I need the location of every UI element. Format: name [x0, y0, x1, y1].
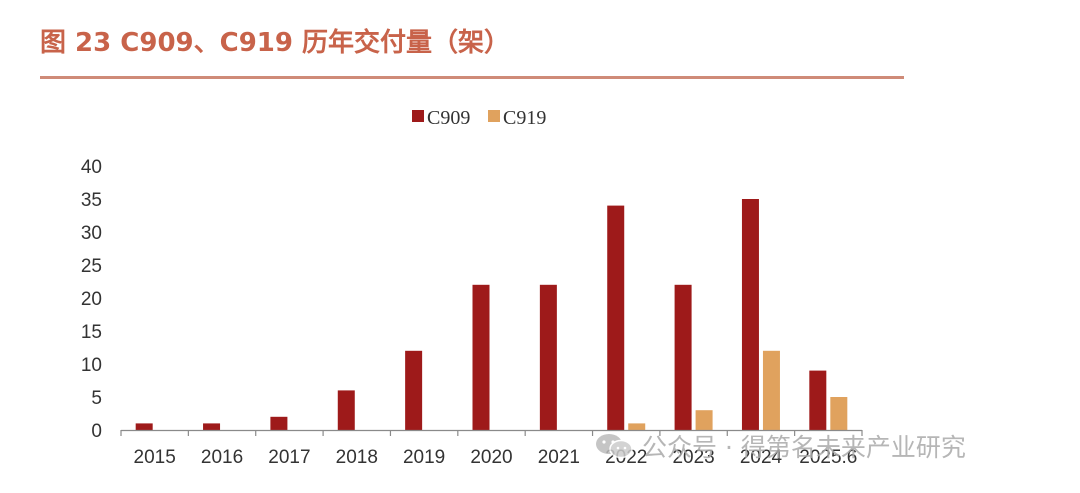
- chart-legend: C909 C919: [412, 107, 546, 129]
- bar-c909-2017: [270, 416, 288, 430]
- bar-c909-2015: [135, 423, 153, 430]
- wechat-icon: [596, 434, 633, 459]
- y-tick-label: 0: [91, 421, 102, 442]
- bar-c919-2025.6: [830, 397, 848, 430]
- legend-swatch-c909: [412, 110, 424, 122]
- watermark: 公众号 · 得第名未来产业研究: [594, 428, 966, 464]
- bar-c909-2016: [203, 423, 221, 430]
- bar-c909-2019: [405, 350, 423, 430]
- x-tick-label: 2018: [336, 447, 378, 468]
- bar-c909-2023: [674, 284, 692, 430]
- y-tick-label: 10: [81, 355, 102, 376]
- watermark-text: 公众号 · 得第名未来产业研究: [642, 433, 966, 462]
- x-tick-label: 2015: [134, 447, 176, 468]
- x-tick-label: 2019: [403, 447, 445, 468]
- bar-c909-2021: [539, 284, 557, 430]
- bar-c909-2024: [741, 199, 759, 430]
- y-tick-label: 30: [81, 223, 102, 244]
- x-tick-label: 2023: [672, 447, 714, 468]
- bar-c919-2023: [695, 410, 713, 430]
- bar-c909-2025.6: [809, 370, 827, 430]
- legend-label-c919: C919: [503, 107, 546, 129]
- y-tick-label: 5: [91, 388, 102, 409]
- x-tick-label: 2017: [268, 447, 310, 468]
- x-tick-label: 2025.6: [799, 447, 857, 468]
- chart-title: 图 23 C909、C919 历年交付量（架）: [40, 28, 511, 58]
- y-tick-label: 15: [81, 322, 102, 343]
- legend-label-c909: C909: [427, 107, 470, 129]
- y-tick-label: 20: [81, 289, 102, 310]
- legend-swatch-c919: [488, 110, 500, 122]
- y-axis: 0 5 10 15 20 25 30 35 40: [81, 157, 102, 442]
- bar-c909-2018: [337, 390, 355, 430]
- x-tick-label: 2021: [538, 447, 580, 468]
- bar-c909-2020: [472, 284, 490, 430]
- title-divider: [40, 76, 904, 79]
- x-tick-label: 2020: [470, 447, 512, 468]
- bar-c919-2022: [628, 423, 646, 430]
- y-tick-label: 25: [81, 256, 102, 277]
- bar-c909-2022: [607, 205, 625, 430]
- x-tick-label: 2024: [740, 447, 783, 468]
- bar-c919-2024: [762, 350, 780, 430]
- bar-group: [135, 199, 848, 430]
- y-tick-label: 40: [81, 157, 102, 178]
- x-tick-label: 2016: [201, 447, 243, 468]
- y-tick-label: 35: [81, 190, 102, 211]
